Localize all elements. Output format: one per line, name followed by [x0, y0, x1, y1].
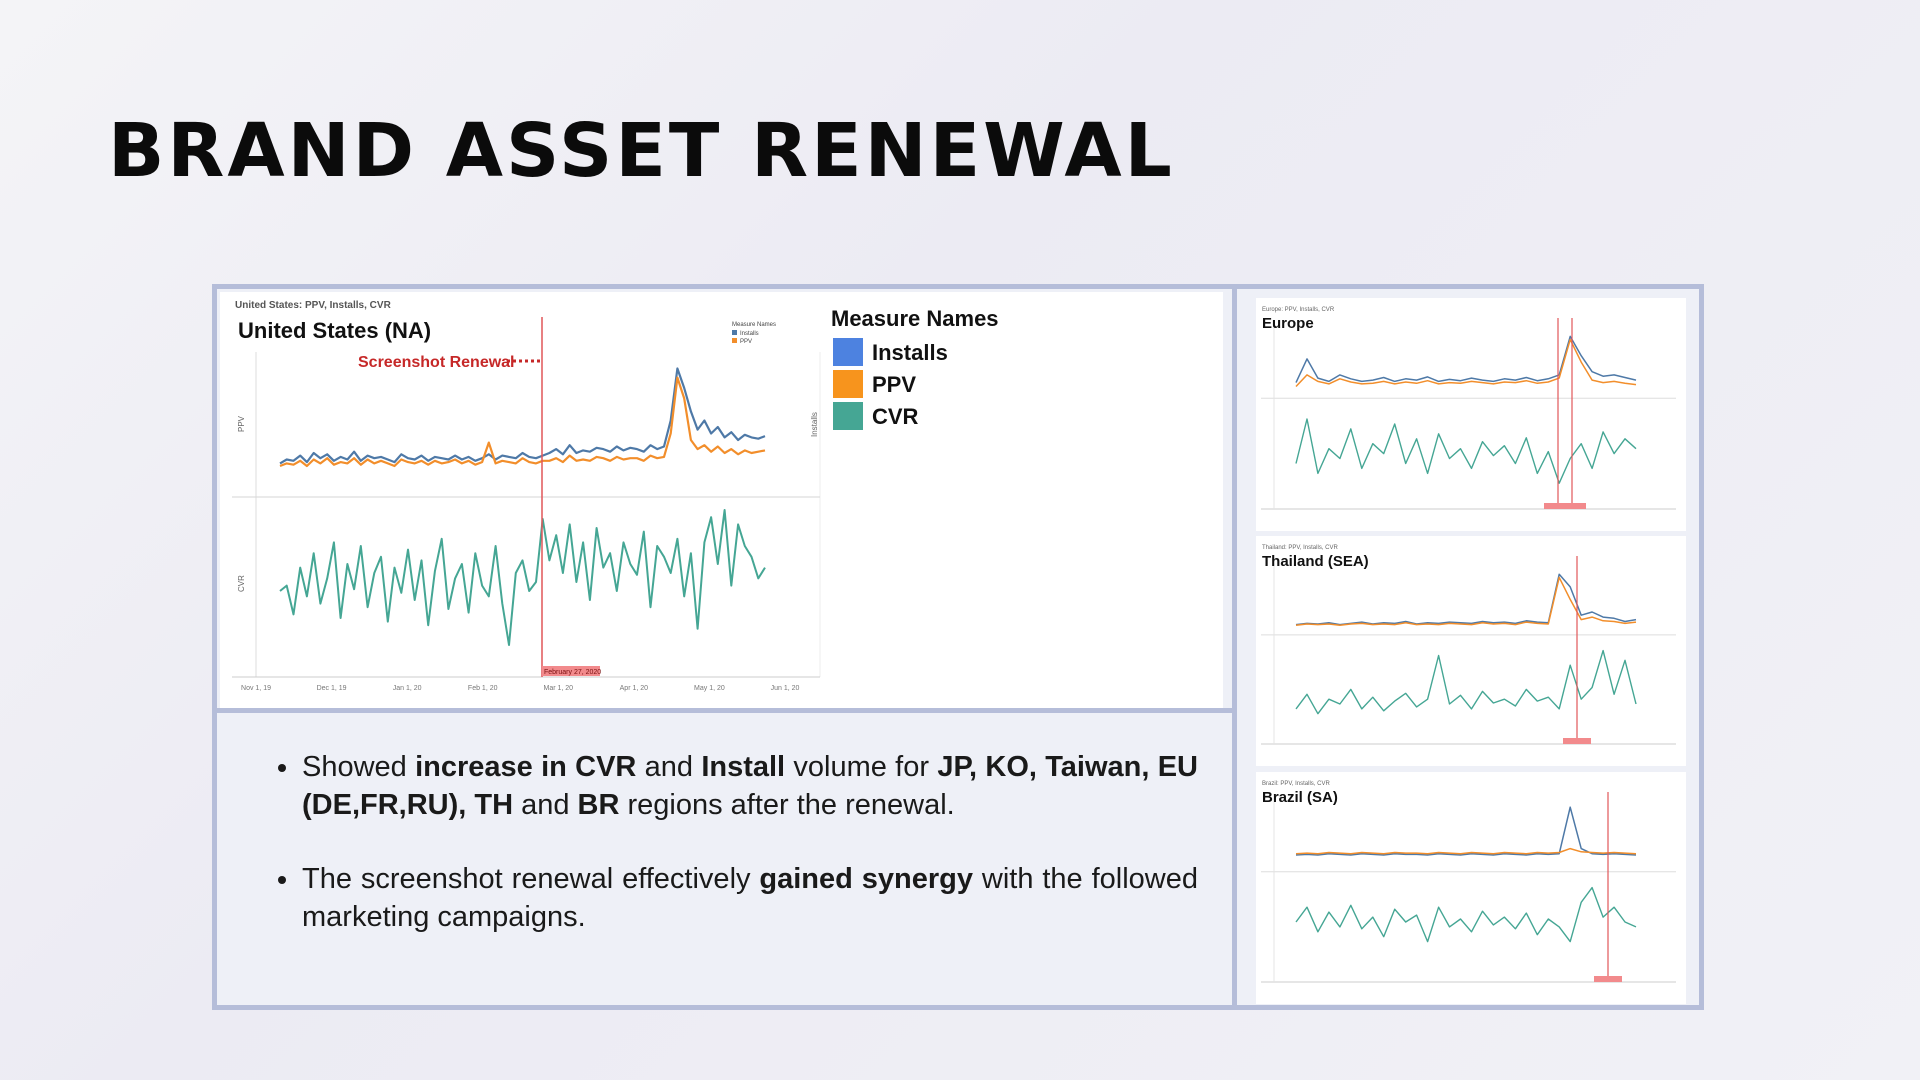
x-tick-label: Feb 1, 20: [468, 685, 498, 692]
series-line-ppv: [279, 376, 766, 468]
x-tick-label: Jun 1, 20: [771, 685, 800, 692]
event-date-badge: [542, 666, 600, 676]
legend-title: Measure Names: [831, 306, 999, 331]
finding-text: and: [513, 789, 578, 821]
thailand-chart-panel: Thailand: PPV, Installs, CVR Thailand (SE…: [1256, 536, 1686, 766]
legend-label-cvr: CVR: [872, 404, 919, 429]
chart-title: United States (NA): [238, 318, 431, 343]
finding-text: Showed: [302, 751, 416, 783]
event-date-badge: [1558, 503, 1586, 509]
chart-caption: United States: PPV, Installs, CVR: [235, 300, 392, 311]
mini-legend-swatch: [732, 338, 737, 343]
event-date-badge: [1563, 738, 1591, 744]
y-axis-label-bottom: CVR: [237, 575, 246, 592]
europe-chart-panel: Europe: PPV, Installs, CVR Europe: [1256, 298, 1686, 531]
page-title: BRAND ASSET RENEWAL: [108, 108, 1175, 194]
series-line-cvr: [1295, 418, 1637, 484]
x-tick-label: Mar 1, 20: [543, 685, 573, 692]
finding-text: regions after the renewal.: [619, 789, 955, 821]
event-date-badge: [1594, 976, 1622, 982]
emphasis-text: Install: [701, 751, 786, 783]
series-line-ppv: [1295, 338, 1637, 388]
emphasis-text: gained synergy: [759, 863, 973, 895]
x-tick-label: Jan 1, 20: [393, 685, 422, 692]
x-tick-label: May 1, 20: [694, 685, 725, 692]
legend-swatch-cvr: [833, 402, 863, 430]
thailand-chart: Thailand: PPV, Installs, CVR Thailand (SE…: [1261, 545, 1676, 745]
frame-divider-horizontal: [212, 708, 1237, 713]
chart-title: Thailand (SEA): [1262, 553, 1369, 570]
series-line-installs: [1295, 335, 1637, 383]
brazil-chart: Brazil: PPV, Installs, CVR Brazil (SA): [1261, 781, 1676, 983]
y-axis-label-top: PPV: [237, 415, 246, 432]
series-line-ppv: [1295, 847, 1637, 855]
series-line-cvr: [1295, 649, 1637, 715]
series-line-installs: [1295, 806, 1637, 856]
event-date-label: February 27, 2020: [544, 669, 601, 676]
legend-swatch-ppv: [833, 370, 863, 398]
series-line-cvr: [279, 509, 766, 646]
finding-text: with the followed marketing campaigns.: [302, 863, 1198, 933]
chart-caption: Thailand: PPV, Installs, CVR: [1262, 545, 1338, 551]
mini-legend-label: PPV: [740, 339, 752, 345]
finding-item: The screenshot renewal effectively gaine…: [278, 860, 1198, 936]
x-tick-label: Nov 1, 19: [241, 685, 271, 692]
legend-label-installs: Installs: [872, 340, 948, 365]
us-chart: United States: PPV, Installs, CVR United …: [232, 300, 999, 692]
finding-text: and: [636, 751, 702, 783]
frame-divider-vertical: [1232, 284, 1237, 1010]
series-line-installs: [1295, 573, 1637, 626]
series-line-ppv: [1295, 576, 1637, 626]
finding-text: The screenshot renewal effectively: [302, 863, 760, 895]
finding-item: Showed increase in CVR and Install volum…: [278, 748, 1198, 824]
chart-caption: Europe: PPV, Installs, CVR: [1262, 307, 1335, 313]
findings-list: Showed increase in CVR and Install volum…: [278, 748, 1198, 972]
chart-title: Europe: [1262, 315, 1314, 332]
europe-chart: Europe: PPV, Installs, CVR Europe: [1261, 307, 1676, 510]
series-line-cvr: [1295, 886, 1637, 943]
chart-title: Brazil (SA): [1262, 789, 1338, 806]
series-line-installs: [279, 367, 766, 465]
emphasis-text: increase in CVR: [415, 751, 637, 783]
x-tick-label: Dec 1, 19: [317, 685, 347, 692]
legend-swatch-installs: [833, 338, 863, 366]
mini-legend-title: Measure Names: [732, 322, 776, 328]
y-axis-label-right: Installs: [810, 412, 819, 437]
renewal-annotation: Screenshot Renewal: [358, 354, 515, 371]
mini-legend-swatch: [732, 330, 737, 335]
legend-label-ppv: PPV: [872, 372, 916, 397]
brazil-chart-panel: Brazil: PPV, Installs, CVR Brazil (SA): [1256, 772, 1686, 1004]
x-tick-label: Apr 1, 20: [620, 685, 649, 692]
emphasis-text: JP, KO, Taiwan, EU (DE,FR,RU), TH: [302, 751, 1198, 821]
chart-caption: Brazil: PPV, Installs, CVR: [1262, 781, 1330, 787]
mini-legend-label: Installs: [740, 331, 759, 337]
finding-text: volume for: [785, 751, 938, 783]
us-chart-panel: United States: PPV, Installs, CVR United …: [220, 292, 1223, 708]
emphasis-text: BR: [577, 789, 620, 821]
